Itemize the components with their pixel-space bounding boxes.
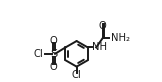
Text: O: O bbox=[99, 21, 106, 31]
Text: NH₂: NH₂ bbox=[110, 33, 130, 43]
Text: Cl: Cl bbox=[34, 49, 43, 59]
Text: O: O bbox=[50, 36, 57, 46]
Text: O: O bbox=[50, 62, 57, 72]
Text: Cl: Cl bbox=[72, 70, 81, 80]
Text: NH: NH bbox=[92, 42, 107, 52]
Text: S: S bbox=[50, 49, 57, 59]
